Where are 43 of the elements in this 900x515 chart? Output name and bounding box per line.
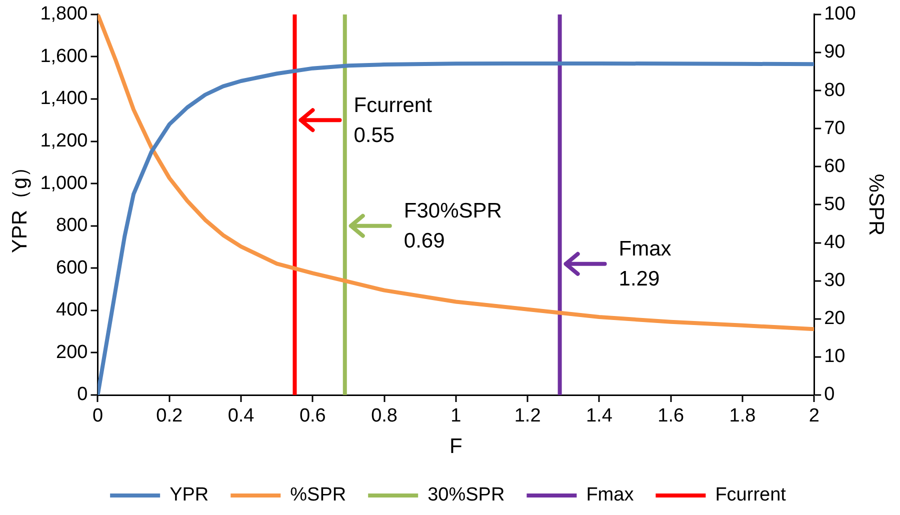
x-tick-label: 0.2 — [156, 406, 183, 427]
x-tick-label: 0.8 — [371, 406, 398, 427]
y2-tick-label: 80 — [824, 80, 846, 101]
y-tick-label: 200 — [56, 342, 88, 363]
y2-tick-label: 60 — [824, 156, 846, 177]
x-tick-label: 0 — [92, 406, 104, 427]
y2-tick-label: 10 — [824, 346, 846, 368]
x-axis-title: F — [450, 435, 462, 458]
y-tick-label: 1,000 — [40, 172, 88, 194]
y2-axis-title: %SPR — [864, 174, 888, 236]
y2-tick-label: 90 — [824, 42, 846, 63]
legend-label: Fmax — [586, 484, 634, 506]
annotation: F30%SPR 0.69 — [404, 200, 502, 253]
x-tick-label: 1.6 — [658, 406, 684, 427]
legend-label: YPR — [170, 484, 209, 506]
x-tick-label: 1 — [450, 406, 462, 427]
x-tick-label: 2 — [808, 406, 820, 427]
x-tick-label: 1.4 — [586, 406, 613, 427]
y-tick-label: 0 — [77, 384, 88, 406]
x-tick-label: 0.6 — [299, 406, 326, 427]
legend-label: Fcurrent — [715, 484, 787, 506]
y-tick-label: 1,800 — [40, 4, 88, 25]
y-tick-label: 1,600 — [40, 46, 88, 67]
y2-tick-label: 100 — [824, 4, 856, 25]
y2-tick-label: 40 — [824, 232, 846, 253]
legend-label: %SPR — [290, 484, 346, 506]
y-tick-label: 400 — [56, 300, 88, 321]
y-tick-label: 600 — [56, 257, 88, 278]
y-axis-title: YPR（g） — [8, 156, 32, 254]
x-tick-label: 1.2 — [514, 406, 541, 427]
legend-label: 30%SPR — [428, 484, 505, 506]
y2-tick-label: 70 — [824, 118, 846, 139]
annotation: Fmax 1.29 — [618, 238, 672, 291]
y2-tick-label: 30 — [824, 270, 846, 292]
y-tick-label: 1,200 — [40, 130, 88, 152]
y-tick-label: 800 — [56, 215, 88, 236]
x-tick-label: 0.4 — [228, 406, 255, 427]
y2-tick-label: 0 — [824, 384, 835, 406]
x-tick-label: 1.8 — [729, 406, 756, 427]
y-tick-label: 1,400 — [40, 88, 88, 110]
y2-tick-label: 50 — [824, 194, 846, 215]
y2-tick-label: 20 — [824, 308, 846, 330]
annotation: Fcurrent 0.55 — [354, 94, 432, 147]
